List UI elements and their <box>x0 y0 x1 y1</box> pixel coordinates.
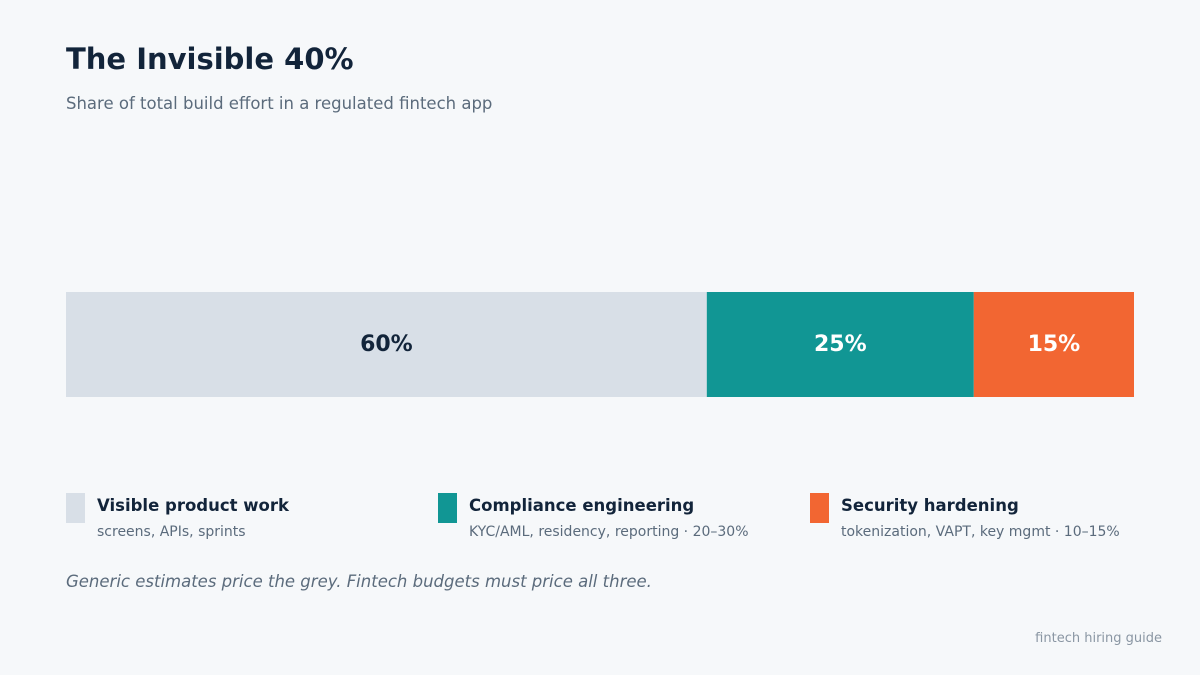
bar-segment-compliance-engineering <box>706 292 974 397</box>
bar-segment-security-hardening <box>973 292 1134 397</box>
bar-segment-label-security-hardening: 15% <box>1028 332 1081 357</box>
legend-swatch <box>810 493 829 523</box>
legend-swatch <box>66 493 85 523</box>
bar-segment-visible-product-work <box>66 292 707 397</box>
footnote: Generic estimates price the grey. Fintec… <box>66 572 652 591</box>
chart-subtitle: Share of total build effort in a regulat… <box>66 94 493 113</box>
stacked-bar-chart: 60% 25% 15% <box>66 292 1134 397</box>
legend-name: Visible product work <box>97 496 289 515</box>
legend-detail: KYC/AML, residency, reporting · 20–30% <box>469 524 749 540</box>
legend-detail: screens, APIs, sprints <box>97 524 246 540</box>
stacked-bar: 60% 25% 15% <box>66 292 1134 397</box>
bar-segment-label-visible-product-work: 60% <box>360 332 413 357</box>
source-credit: fintech hiring guide <box>1035 631 1162 646</box>
bar-segment-label-compliance-engineering: 25% <box>814 332 867 357</box>
chart-title: The Invisible 40% <box>66 42 354 76</box>
legend-name: Compliance engineering <box>469 496 695 515</box>
legend-name: Security hardening <box>841 496 1019 515</box>
legend-swatch <box>438 493 457 523</box>
legend-detail: tokenization, VAPT, key mgmt · 10–15% <box>841 524 1120 540</box>
